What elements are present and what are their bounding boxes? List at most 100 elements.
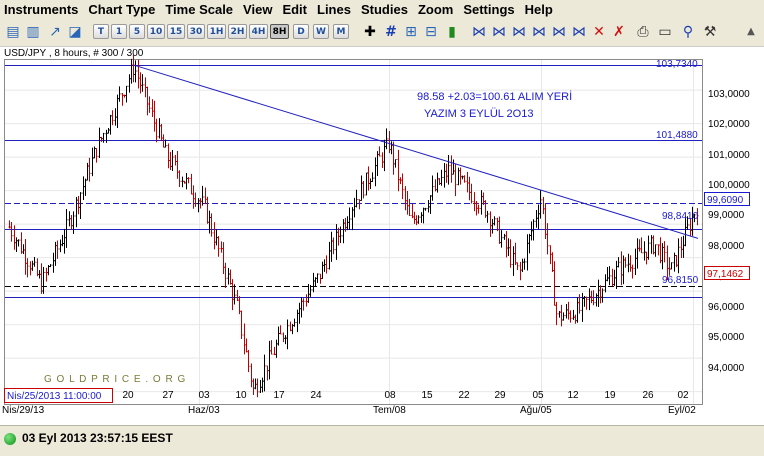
- toolbar: ▤ ▥ ↗ ◪ T 1 5 10 15 30 1H 2H 4H 8H D W M…: [0, 19, 764, 47]
- y-gridlines: [5, 89, 702, 393]
- bar-chart-icon[interactable]: ▥: [26, 24, 40, 40]
- timeframe-15-button[interactable]: 15: [167, 24, 185, 39]
- timeframe-m-button[interactable]: M: [333, 24, 349, 39]
- x-day-label: 26: [642, 390, 654, 401]
- y-tick-label: 94,0000: [708, 363, 745, 374]
- x-day-label: 03: [198, 390, 210, 401]
- grid-icon[interactable]: #: [385, 24, 397, 40]
- menu-studies[interactable]: Studies: [360, 2, 408, 17]
- timeframe-30-button[interactable]: 30: [187, 24, 205, 39]
- y-axis: 103,0000 102,0000 101,0000 100,0000 99,0…: [708, 89, 750, 374]
- x-day-label: 15: [421, 390, 433, 401]
- menu-chart-type[interactable]: Chart Type: [88, 2, 156, 17]
- tools-icon[interactable]: ⚒: [703, 24, 717, 40]
- timeframe-1h-button[interactable]: 1H: [207, 24, 226, 39]
- chart-area[interactable]: USD/JPY , 8 hours, # 300 / 300 98.58 +2.…: [0, 46, 764, 425]
- copy-icon[interactable]: ▭: [658, 24, 672, 40]
- draw-fan-icon[interactable]: ⋈: [552, 24, 566, 40]
- connection-status-icon: [4, 433, 16, 445]
- y-tick-label: 96,0000: [708, 302, 745, 313]
- y-tick-label: 100,0000: [708, 180, 750, 191]
- menu-view[interactable]: View: [243, 2, 273, 17]
- timeframe-10-button[interactable]: 10: [147, 24, 165, 39]
- menu-instruments[interactable]: Instruments: [4, 2, 79, 17]
- timeframe-1-button[interactable]: 1: [111, 24, 127, 39]
- y-tick-label: 102,0000: [708, 119, 750, 130]
- x-day-label: 10: [235, 390, 247, 401]
- y-tick-label: 103,0000: [708, 89, 750, 100]
- status-datetime: 03 Eyl 2013 23:57:15 EEST: [22, 431, 173, 445]
- level-box-99609: [704, 192, 750, 206]
- level-label-103734: 103,7340: [656, 59, 698, 70]
- candlesticks: [8, 54, 699, 398]
- annotation-line-1: 98.58 +2.03=100.61 ALIM YERİ: [417, 90, 572, 103]
- x-gridlines: [199, 60, 694, 404]
- x-date-label: Tem/08: [373, 405, 406, 416]
- menu-lines[interactable]: Lines: [317, 2, 351, 17]
- timeframe-4h-button[interactable]: 4H: [249, 24, 268, 39]
- zoom-in-chart-icon[interactable]: ⊞: [405, 24, 417, 40]
- draw-line-icon[interactable]: ⋈: [472, 24, 486, 40]
- timeframe-t-button[interactable]: T: [93, 24, 109, 39]
- collapse-toolbar-icon[interactable]: ▲: [747, 26, 755, 37]
- zoom-out-chart-icon[interactable]: ⊟: [425, 24, 437, 40]
- level-label-99609: 99,6090: [707, 195, 744, 206]
- timeframe-8h-button[interactable]: 8H: [270, 24, 289, 39]
- timeframe-5-button[interactable]: 5: [129, 24, 145, 39]
- menu-bar: Instruments Chart Type Time Scale View E…: [0, 0, 764, 19]
- x-day-label: 17: [273, 390, 285, 401]
- x-date-label: Ağu/05: [520, 405, 552, 416]
- level-label-101488: 101,4880: [656, 130, 698, 141]
- crosshair-icon[interactable]: ✚: [364, 24, 376, 40]
- level-box-971462: [704, 266, 750, 280]
- x-date-label: Eyl/02: [668, 405, 696, 416]
- delete-line-icon[interactable]: ✕: [593, 24, 605, 40]
- x-day-label: 19: [604, 390, 616, 401]
- search-icon[interactable]: ⚲: [682, 24, 694, 40]
- x-day-label: 12: [567, 390, 579, 401]
- watermark: G O L D P R I C E . O R G: [44, 374, 186, 385]
- menu-help[interactable]: Help: [524, 2, 553, 17]
- y-tick-label: 99,0000: [708, 210, 745, 221]
- level-label-96815: 96,8150: [662, 275, 699, 286]
- indicators-icon[interactable]: ▮: [448, 24, 456, 40]
- menu-time-scale[interactable]: Time Scale: [165, 2, 234, 17]
- x-day-label: 24: [310, 390, 322, 401]
- annotation-line-2: YAZIM 3 EYLÜL 2O13: [424, 108, 533, 120]
- x-day-label: 08: [384, 390, 396, 401]
- menu-settings[interactable]: Settings: [463, 2, 515, 17]
- y-tick-label: 98,0000: [708, 241, 745, 252]
- draw-arc-icon[interactable]: ⋈: [572, 24, 586, 40]
- timeframe-2h-button[interactable]: 2H: [228, 24, 247, 39]
- chart-settings-icon[interactable]: ▤: [6, 24, 20, 40]
- x-date-label: Haz/03: [188, 405, 220, 416]
- x-date-label: Nis/29/13: [2, 405, 45, 416]
- status-bar: 03 Eyl 2013 23:57:15 EEST: [0, 425, 764, 456]
- timeframe-d-button[interactable]: D: [293, 24, 309, 39]
- cursor-date: Nis/25/2013 11:00:00: [7, 391, 102, 402]
- x-day-label: 22: [458, 390, 470, 401]
- delete-all-icon[interactable]: ✗: [613, 24, 625, 40]
- chart-header: USD/JPY , 8 hours, # 300 / 300: [4, 48, 144, 59]
- level-label-971462: 97,1462: [707, 269, 744, 280]
- x-day-label: 05: [532, 390, 544, 401]
- x-day-label: 20: [122, 390, 134, 401]
- draw-fibonacci-icon[interactable]: ⋈: [532, 24, 546, 40]
- cursor-date-box: [4, 388, 113, 403]
- menu-zoom[interactable]: Zoom: [417, 2, 454, 17]
- level-label-98841: 98,8410: [662, 211, 699, 222]
- y-tick-label: 95,0000: [708, 332, 745, 343]
- area-chart-icon[interactable]: ◪: [68, 24, 82, 40]
- draw-parallel-icon[interactable]: ⋈: [492, 24, 506, 40]
- line-chart-icon[interactable]: ↗: [49, 24, 61, 40]
- x-day-label: 02: [677, 390, 689, 401]
- timeframe-w-button[interactable]: W: [313, 24, 329, 39]
- menu-edit[interactable]: Edit: [282, 2, 307, 17]
- plot-frame: [4, 59, 703, 405]
- draw-channel-icon[interactable]: ⋈: [512, 24, 526, 40]
- trendline[interactable]: [133, 64, 699, 239]
- x-day-label: 27: [162, 390, 174, 401]
- x-day-label: 29: [494, 390, 506, 401]
- print-icon[interactable]: ⎙: [637, 24, 649, 40]
- y-tick-label: 101,0000: [708, 150, 750, 161]
